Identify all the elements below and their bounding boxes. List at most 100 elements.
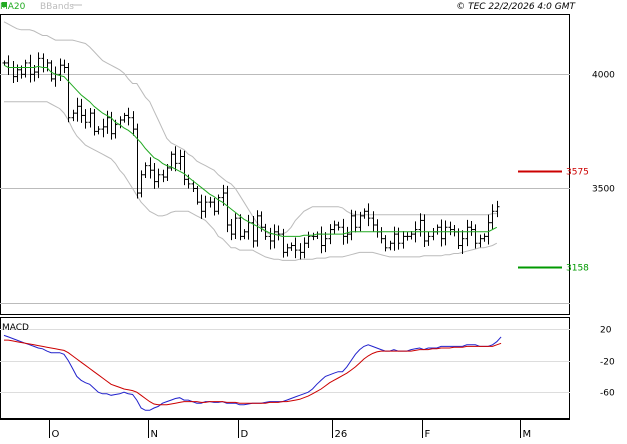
ohlc-bar (439, 219, 444, 247)
macd-tick-label: -60 (600, 389, 615, 399)
ohlc-bar (161, 169, 166, 183)
macd-series (3, 334, 502, 411)
ohlc-bar (418, 213, 423, 237)
ohlc-bar (83, 109, 88, 129)
ohlc-bar (109, 111, 114, 140)
ohlc-bar (229, 218, 234, 241)
ohlc-bar (362, 208, 367, 219)
ohlc-bar (165, 163, 170, 182)
macd-panel-frame (0, 317, 570, 419)
ohlc-bar (191, 180, 196, 193)
macd-tick-label: 20 (600, 326, 612, 336)
ohlc-bar (11, 61, 16, 84)
ohlc-bar (178, 149, 183, 171)
ohlc-bar (478, 234, 483, 248)
ohlc-bar (263, 223, 268, 240)
ohlc-bar (221, 184, 226, 206)
ohlc-bar (495, 200, 500, 218)
ohlc-bar (311, 232, 316, 241)
bband-upper-line (3, 21, 497, 235)
macd-gridlines (0, 329, 570, 393)
ohlc-bar (366, 203, 371, 227)
ohlc-bar (401, 231, 406, 249)
ohlc-bar (302, 237, 307, 259)
x-tick-label: M (523, 429, 532, 440)
ohlc-bar (306, 231, 311, 249)
x-tick-label: N (151, 429, 158, 440)
ohlc-bar (448, 221, 453, 236)
ohlc-bar (101, 118, 106, 138)
ohlc-bars (2, 52, 500, 260)
x-axis-months: O N D 26 F M (49, 419, 532, 440)
ohlc-bar (242, 229, 247, 240)
ohlc-bar (49, 60, 54, 82)
ohlc-bar (208, 196, 213, 208)
ohlc-bar (66, 62, 71, 123)
macd-panel-title: MACD (2, 323, 29, 333)
ohlc-bar (182, 150, 187, 186)
ohlc-bar (375, 219, 380, 238)
bbands-legend-label: BBands (40, 2, 74, 12)
ohlc-bar (426, 231, 431, 246)
ohlc-bar (122, 112, 127, 123)
support-label: 3158 (566, 264, 589, 274)
ohlc-bar (482, 233, 487, 242)
ohlc-bar (225, 185, 230, 233)
ohlc-bar (409, 230, 414, 240)
ohlc-bar (422, 214, 427, 247)
ohlc-bar (272, 224, 277, 249)
ohlc-bar (62, 59, 67, 74)
ohlc-bar (469, 220, 474, 236)
ohlc-bar (23, 59, 28, 78)
ohlc-bar (75, 97, 80, 122)
ma20-line (3, 64, 498, 237)
ohlc-bar (126, 107, 131, 126)
ohlc-bar (435, 224, 440, 235)
support-resistance-levels: 3575 3158 (518, 168, 589, 274)
ohlc-bar (490, 204, 495, 230)
ohlc-bar (246, 214, 251, 240)
price-y-axis: 4000 3500 (592, 70, 615, 194)
ohlc-bar (358, 211, 363, 232)
ohlc-bar (465, 219, 470, 247)
ohlc-bar (281, 228, 286, 258)
ohlc-bar (152, 162, 157, 189)
ohlc-bar (379, 227, 384, 244)
ohlc-bar (96, 126, 101, 135)
ohlc-bar (276, 225, 281, 241)
ohlc-bar (345, 226, 350, 244)
ohlc-bar (289, 242, 294, 251)
ohlc-bar (293, 237, 298, 259)
ohlc-bar (92, 109, 97, 136)
ohlc-bar (105, 110, 110, 134)
ohlc-bar (88, 107, 93, 128)
ohlc-bar (53, 66, 58, 87)
ohlc-bar (268, 227, 273, 250)
price-tick-label: 4000 (592, 70, 615, 80)
ohlc-bar (36, 52, 41, 79)
ohlc-bar (396, 227, 401, 250)
ohlc-bar (431, 227, 436, 241)
ohlc-bar (131, 111, 136, 136)
ohlc-bar (285, 243, 290, 257)
ma20-legend-swatch (2, 2, 7, 7)
ohlc-bar (173, 146, 178, 172)
ohlc-bar (443, 220, 448, 246)
x-tick-label: D (241, 429, 249, 440)
ohlc-bar (405, 232, 410, 241)
ohlc-bar (336, 221, 341, 231)
ohlc-bar (2, 60, 7, 66)
ma20-series (3, 64, 498, 237)
ohlc-bar (156, 168, 161, 188)
ohlc-bar (195, 186, 200, 205)
resistance-label: 3575 (566, 168, 589, 178)
copyright-label: © TEC 22/2/2026 4:0 GMT (456, 2, 576, 12)
ohlc-bar (315, 231, 320, 239)
x-tick-label: F (425, 429, 431, 440)
ohlc-bar (371, 211, 376, 232)
ohlc-bar (298, 243, 303, 260)
ohlc-bar (460, 230, 465, 255)
ohlc-bar (135, 123, 140, 199)
